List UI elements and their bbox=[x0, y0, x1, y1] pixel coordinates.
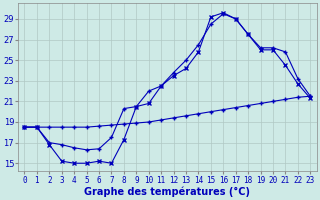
X-axis label: Graphe des températures (°C): Graphe des températures (°C) bbox=[84, 186, 250, 197]
